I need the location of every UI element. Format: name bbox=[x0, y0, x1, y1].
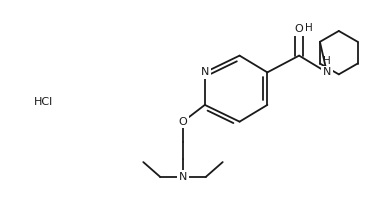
Text: O: O bbox=[179, 117, 187, 127]
Text: HCl: HCl bbox=[34, 97, 53, 107]
Text: N: N bbox=[201, 67, 209, 77]
Text: N: N bbox=[179, 172, 187, 182]
Text: H: H bbox=[323, 56, 331, 66]
Text: O: O bbox=[295, 24, 303, 34]
Text: N: N bbox=[323, 67, 331, 77]
Text: H: H bbox=[305, 23, 313, 33]
